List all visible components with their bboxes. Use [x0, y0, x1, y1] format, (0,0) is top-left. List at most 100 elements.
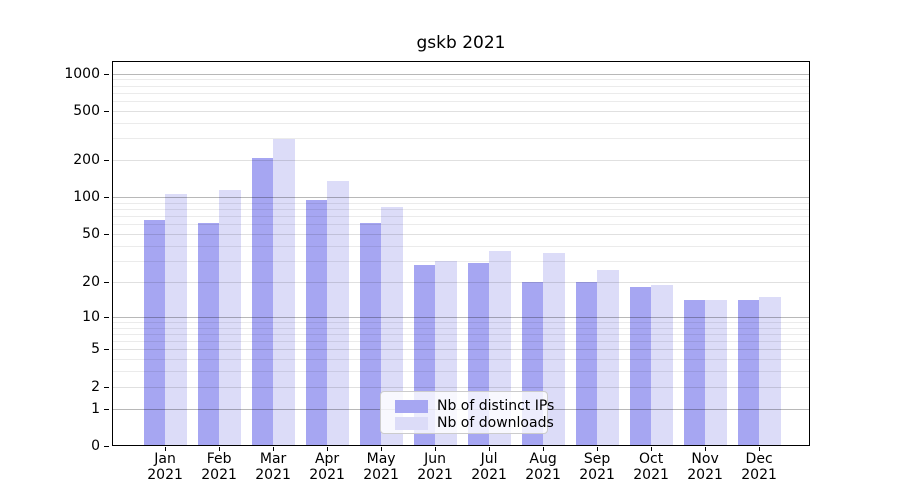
gridline-1000	[112, 73, 810, 75]
gridline-30	[112, 260, 810, 262]
legend: Nb of distinct IPs Nb of downloads	[380, 391, 554, 434]
gridline-60	[112, 224, 810, 226]
x-tick-label-jul-2021: Jul 2021	[471, 451, 507, 483]
y-tick-label-1000: 1000	[64, 65, 100, 82]
y-tick-label-1: 1	[91, 400, 100, 417]
gridline-3	[112, 371, 810, 373]
y-tick-label-10: 10	[82, 308, 100, 325]
y-tick-label-2: 2	[91, 378, 100, 395]
x-tick-label-apr-2021: Apr 2021	[309, 451, 345, 483]
x-tick-jan	[165, 447, 167, 451]
legend-swatch-distinct-ips-icon	[395, 399, 428, 413]
x-tick-jul	[489, 447, 491, 451]
y-tick-1	[104, 408, 109, 410]
bar-distinct_ips-dec-2021	[737, 300, 760, 446]
bar-downloads-mar-2021	[273, 139, 295, 446]
y-tick-5	[104, 349, 109, 351]
bar-distinct_ips-jan-2021	[143, 220, 166, 446]
x-tick-jun	[435, 447, 437, 451]
bar-downloads-aug-2021	[543, 252, 565, 446]
y-tick-label-5: 5	[91, 341, 100, 358]
legend-label-distinct-ips: Nb of distinct IPs	[437, 398, 555, 414]
bar-downloads-feb-2021	[219, 190, 241, 446]
gridline-7	[112, 333, 810, 335]
gridline-40	[112, 245, 810, 247]
bar-downloads-apr-2021	[327, 181, 349, 446]
legend-entry-downloads: Nb of downloads	[395, 415, 554, 431]
gridline-50	[112, 234, 810, 236]
gridline-8	[112, 327, 810, 329]
x-tick-label-sep-2021: Sep 2021	[579, 451, 615, 483]
gridline-4	[112, 359, 810, 361]
x-tick-label-aug-2021: Aug 2021	[525, 451, 561, 483]
chart-title: gskb 2021	[416, 33, 506, 53]
x-tick-label-feb-2021: Feb 2021	[201, 451, 237, 483]
x-tick-oct	[651, 447, 653, 451]
x-tick-dec	[759, 447, 761, 451]
plot-area: Nb of distinct IPs Nb of downloads	[112, 61, 810, 446]
gridline-800	[112, 85, 810, 87]
y-tick-10	[104, 316, 109, 318]
y-tick-200	[104, 160, 109, 162]
gridline-10	[112, 316, 810, 318]
bar-distinct_ips-may-2021	[359, 222, 382, 446]
y-tick-label-50: 50	[82, 226, 100, 243]
gridline-5	[112, 349, 810, 351]
gridline-400	[112, 123, 810, 124]
gridline-6	[112, 341, 810, 343]
y-tick-500	[104, 111, 109, 112]
bar-distinct_ips-nov-2021	[683, 300, 706, 446]
gridline-70	[112, 216, 810, 218]
legend-swatch-downloads-icon	[395, 416, 428, 430]
x-tick-apr	[327, 447, 329, 451]
x-tick-sep	[597, 447, 599, 451]
y-tick-0	[104, 446, 109, 447]
gridline-900	[112, 79, 810, 81]
gridline-20	[112, 281, 810, 283]
gridline-500	[112, 111, 810, 112]
gridline-200	[112, 160, 810, 162]
bar-downloads-oct-2021	[651, 284, 673, 446]
y-tick-label-100: 100	[73, 189, 100, 206]
gridline-90	[112, 202, 810, 204]
x-tick-label-may-2021: May 2021	[363, 451, 399, 483]
x-tick-label-dec-2021: Dec 2021	[741, 451, 777, 483]
x-tick-may	[381, 447, 383, 451]
x-tick-label-jun-2021: Jun 2021	[417, 451, 453, 483]
gridline-9	[112, 321, 810, 323]
y-tick-1000	[104, 73, 109, 75]
gridline-300	[112, 138, 810, 140]
y-tick-label-200: 200	[73, 152, 100, 169]
bar-downloads-nov-2021	[705, 300, 727, 446]
x-tick-feb	[219, 447, 221, 451]
y-tick-label-20: 20	[82, 273, 100, 290]
gridline-2	[112, 386, 810, 388]
x-tick-label-mar-2021: Mar 2021	[255, 451, 291, 483]
x-tick-nov	[705, 447, 707, 451]
y-tick-2	[104, 386, 109, 388]
x-tick-label-oct-2021: Oct 2021	[633, 451, 669, 483]
bar-distinct_ips-apr-2021	[305, 200, 328, 446]
y-tick-label-0: 0	[91, 438, 100, 454]
x-tick-aug	[543, 447, 545, 451]
x-tick-label-jan-2021: Jan 2021	[147, 451, 183, 483]
x-tick-mar	[273, 447, 275, 451]
bar-downloads-sep-2021	[597, 270, 619, 446]
bar-distinct_ips-mar-2021	[251, 158, 274, 446]
bar-distinct_ips-sep-2021	[575, 281, 598, 446]
bar-downloads-may-2021	[381, 206, 403, 446]
bar-distinct_ips-oct-2021	[629, 287, 652, 446]
y-tick-20	[104, 281, 109, 283]
y-tick-label-500: 500	[73, 103, 100, 119]
gridline-100	[112, 197, 810, 199]
bar-downloads-jan-2021	[165, 193, 187, 446]
y-tick-100	[104, 197, 109, 199]
bar-downloads-dec-2021	[759, 296, 781, 446]
gridline-80	[112, 209, 810, 211]
gridline-700	[112, 92, 810, 94]
legend-entry-distinct-ips: Nb of distinct IPs	[395, 398, 554, 414]
gridline-600	[112, 101, 810, 103]
bar-distinct_ips-feb-2021	[197, 222, 220, 446]
y-tick-50	[104, 234, 109, 236]
